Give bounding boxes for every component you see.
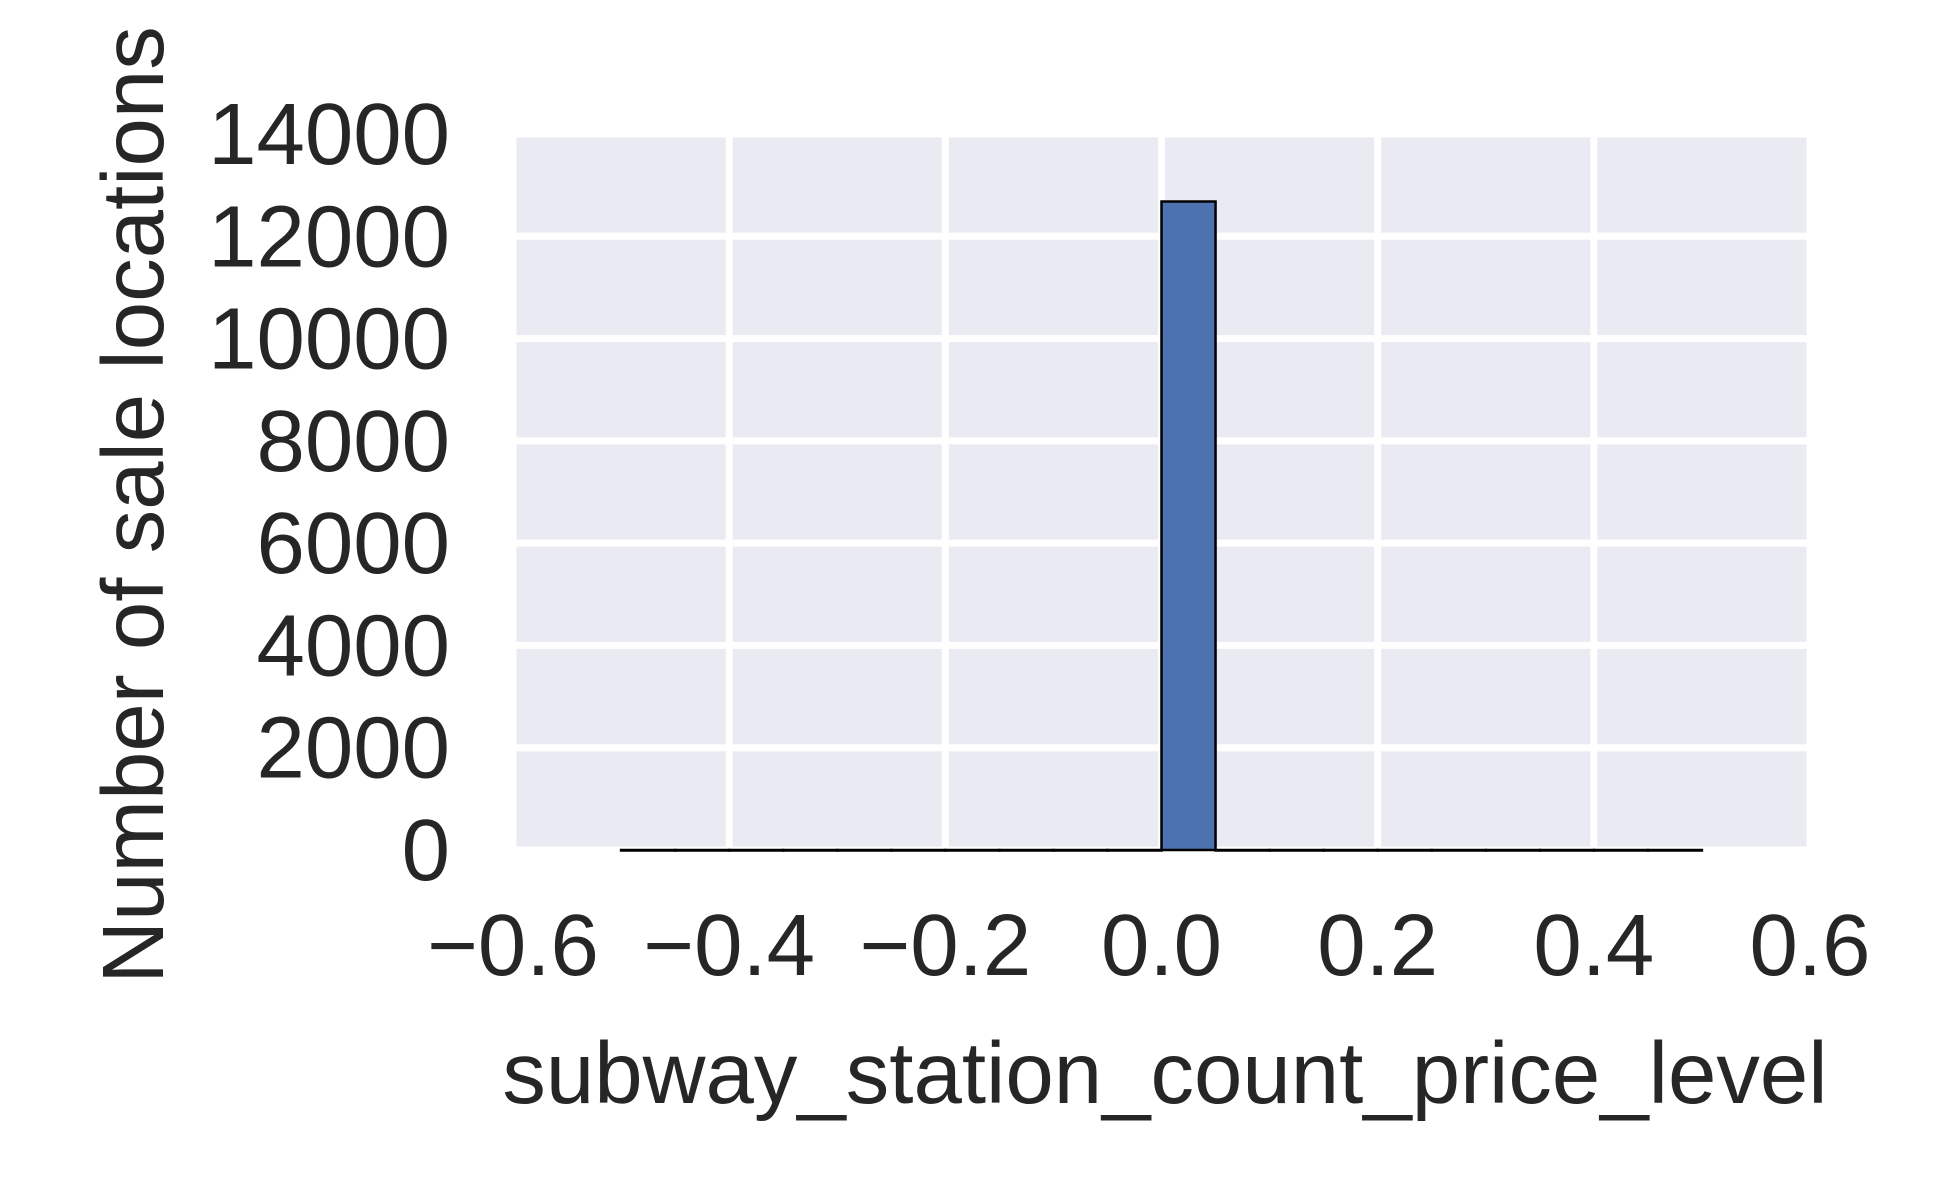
x-tick-label: 0.4 [1533, 897, 1654, 994]
x-tick-label: −0.2 [859, 897, 1031, 994]
histogram-bar [1214, 848, 1271, 852]
histogram-bar [1160, 200, 1217, 852]
y-tick-label: 0 [402, 802, 450, 899]
y-tick-label: 10000 [208, 291, 450, 388]
histogram-bar [1592, 848, 1650, 852]
histogram-bar [836, 848, 893, 852]
histogram-bar [619, 848, 677, 852]
histogram-bar [1052, 848, 1109, 852]
y-tick-label: 6000 [256, 495, 450, 592]
histogram-bar [727, 848, 785, 852]
x-axis-label: subway_station_count_price_level [502, 1025, 1827, 1122]
y-tick-label: 12000 [208, 188, 450, 285]
histogram-bar [1538, 848, 1596, 852]
x-tick-label: 0.6 [1750, 897, 1871, 994]
histogram-bar [1106, 848, 1163, 852]
y-axis-label: Number of sale locations [85, 26, 182, 983]
histogram-bar [890, 848, 947, 852]
y-tick-label: 8000 [256, 393, 450, 490]
histogram-bar [1268, 848, 1325, 852]
histogram-bar [781, 848, 839, 852]
y-tick-label: 4000 [256, 597, 450, 694]
y-tick-label: 2000 [256, 700, 450, 797]
x-tick-label: 0.0 [1101, 897, 1222, 994]
histogram-bar [1322, 848, 1379, 852]
x-tick-label: 0.2 [1317, 897, 1438, 994]
histogram-bar [944, 848, 1001, 852]
histogram-bar [1430, 848, 1488, 852]
y-tick-label: 14000 [208, 86, 450, 183]
x-tick-label: −0.4 [643, 897, 815, 994]
histogram-bar [1646, 848, 1704, 852]
histogram-bars [619, 200, 1704, 852]
histogram-bar [998, 848, 1055, 852]
x-tick-label: −0.6 [427, 897, 599, 994]
histogram-bar [673, 848, 731, 852]
histogram-bar [1376, 848, 1433, 852]
histogram-bar [1484, 848, 1542, 852]
x-tick-labels: −0.6 −0.4 −0.2 0.0 0.2 0.4 0.6 [427, 897, 1870, 994]
